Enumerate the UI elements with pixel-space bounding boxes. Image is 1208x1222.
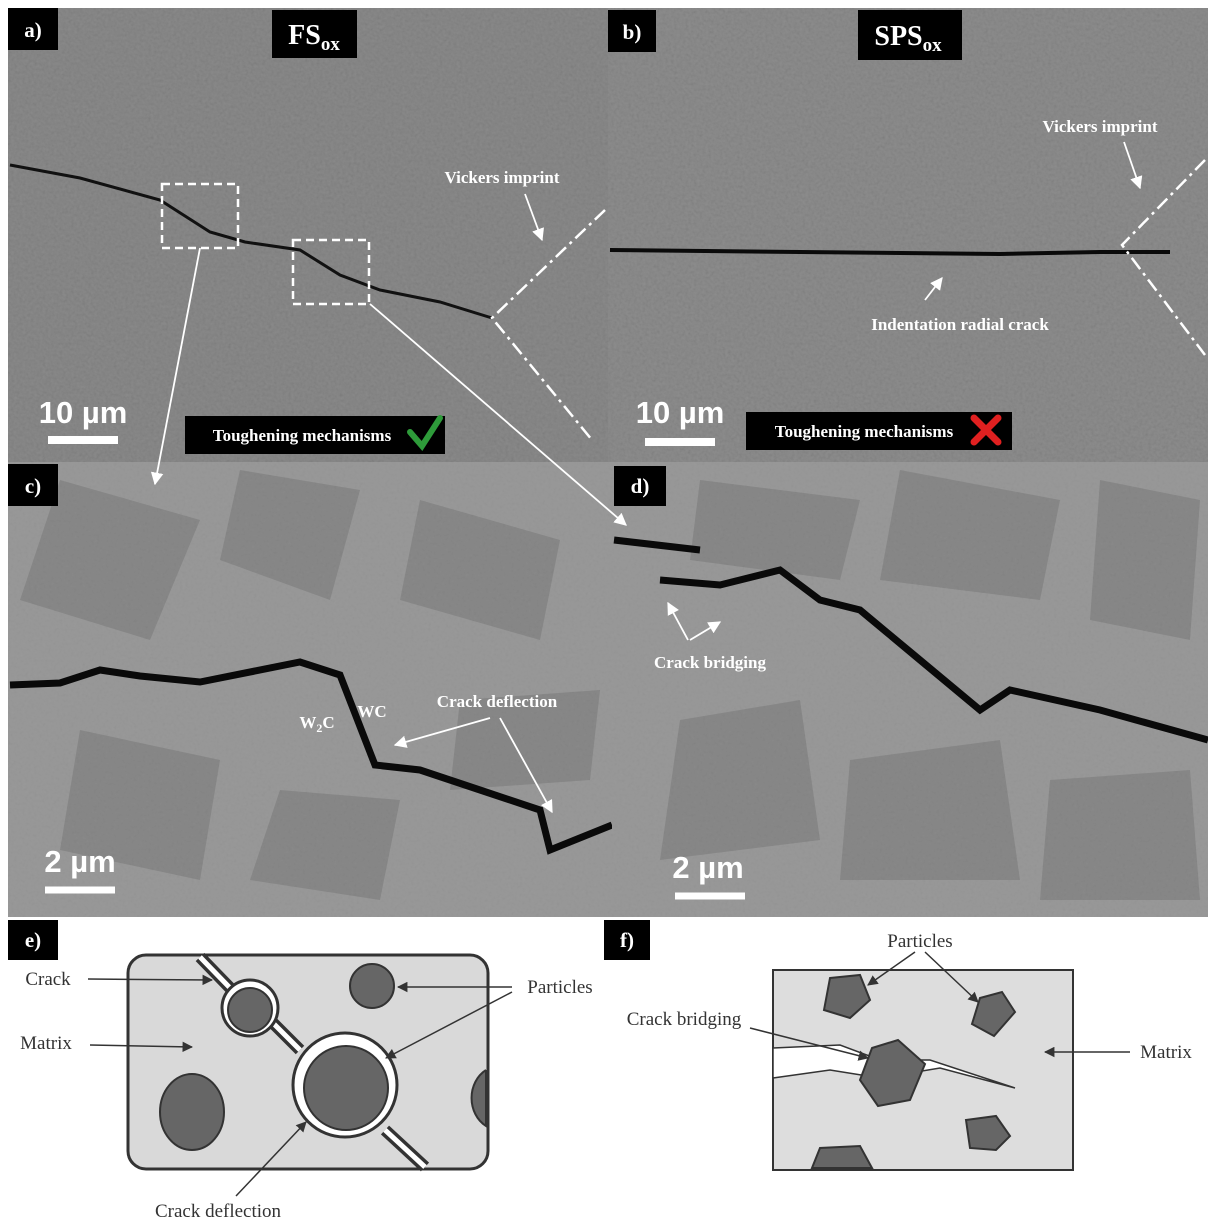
- crack: [9, 163, 493, 320]
- particle: [964, 1114, 1012, 1152]
- label-box: [604, 920, 650, 960]
- arrow: [524, 193, 544, 242]
- particle: [349, 963, 395, 1009]
- imprint-outline: [1120, 159, 1206, 356]
- arrow: [235, 1121, 307, 1197]
- imprint-outline: [490, 209, 606, 441]
- crack-gap: [198, 955, 427, 1169]
- diagram-label: Matrix: [1140, 1042, 1192, 1063]
- title-box: [272, 10, 357, 58]
- arrow: [89, 1041, 194, 1053]
- diagram-label: Matrix: [20, 1033, 72, 1054]
- scale-label: 2 µm: [672, 850, 743, 885]
- zoom-arrow: [369, 303, 627, 526]
- zoom-arrow: [150, 247, 201, 486]
- particle: [470, 1069, 487, 1128]
- particle: [970, 990, 1017, 1038]
- panel-e: e) Crack Matrix Particles Crack deflecti…: [8, 920, 593, 1222]
- particle: [227, 987, 273, 1033]
- panel-label: f): [620, 928, 634, 952]
- arrow: [1123, 141, 1143, 190]
- label-box: [8, 8, 58, 50]
- label-box: [614, 466, 666, 506]
- diagram-label: Particles: [887, 931, 952, 952]
- arrow: [924, 277, 943, 301]
- zoom-box: [291, 238, 371, 306]
- annotation: Indentation radial crack: [871, 315, 1049, 334]
- texture: [8, 462, 612, 917]
- micrograph: [8, 8, 608, 462]
- label-box: [608, 10, 656, 52]
- arrow: [499, 717, 553, 814]
- annotation: Vickers imprint: [1042, 117, 1157, 136]
- particle: [159, 1073, 225, 1151]
- annotation: Vickers imprint: [444, 168, 559, 187]
- diagram-label: Particles: [527, 977, 592, 998]
- diagram-label: Crack: [25, 969, 71, 990]
- arrow: [385, 991, 513, 1059]
- panel-title: FSox: [288, 20, 340, 55]
- particle: [810, 1144, 874, 1169]
- scale-label: 10 µm: [39, 395, 128, 430]
- arrow: [749, 1027, 870, 1061]
- phase-label: WC: [357, 702, 386, 721]
- annotation: Crack deflection: [437, 692, 558, 711]
- panel-a: a) FSox Vickers imprint 10 µm Toughening…: [8, 8, 608, 462]
- diagram-label: Crack deflection: [155, 1201, 282, 1222]
- panel-label: d): [631, 474, 650, 498]
- diagram-label: Crack bridging: [627, 1009, 742, 1030]
- arrow: [867, 951, 916, 986]
- badge-text: Toughening mechanisms: [775, 422, 954, 441]
- scale-label: 10 µm: [636, 395, 725, 430]
- panel-b: b) SPSox Vickers imprint Indentation rad…: [608, 8, 1208, 462]
- label-box: [8, 920, 58, 960]
- arrow: [924, 951, 979, 1003]
- panel-title: SPSox: [874, 21, 942, 56]
- panel-label: a): [24, 18, 42, 42]
- check-icon: [407, 415, 443, 452]
- crack: [613, 536, 1208, 744]
- arrow: [667, 601, 689, 641]
- badge: [746, 412, 1012, 450]
- crack: [9, 658, 614, 855]
- micrograph: [608, 8, 1208, 462]
- particle: [303, 1045, 389, 1131]
- crack: [609, 248, 1170, 257]
- annotation: Crack bridging: [654, 653, 766, 672]
- badge-text: Toughening mechanisms: [213, 426, 392, 445]
- zoom-box: [160, 182, 240, 250]
- arrow: [87, 974, 214, 986]
- badge: [185, 416, 445, 454]
- arrow: [689, 621, 722, 641]
- label-box: [8, 464, 58, 506]
- texture: [612, 462, 1208, 917]
- panel-label: b): [623, 20, 642, 44]
- particle: [858, 1038, 927, 1108]
- title-box: [858, 10, 962, 60]
- phase-label: W2C: [299, 713, 334, 735]
- panel-d: d) Crack bridging 2 µm: [612, 462, 1208, 917]
- panel-label: e): [25, 928, 41, 952]
- particle: [822, 973, 872, 1020]
- cross-icon: [970, 414, 1002, 446]
- arrow: [393, 717, 491, 748]
- scale-label: 2 µm: [44, 844, 115, 879]
- panel-c: c) W2C WC Crack deflection 2 µm: [8, 462, 614, 917]
- panel-label: c): [25, 474, 41, 498]
- panel-f: f) Particles Crack bridging Matrix: [604, 920, 1192, 1171]
